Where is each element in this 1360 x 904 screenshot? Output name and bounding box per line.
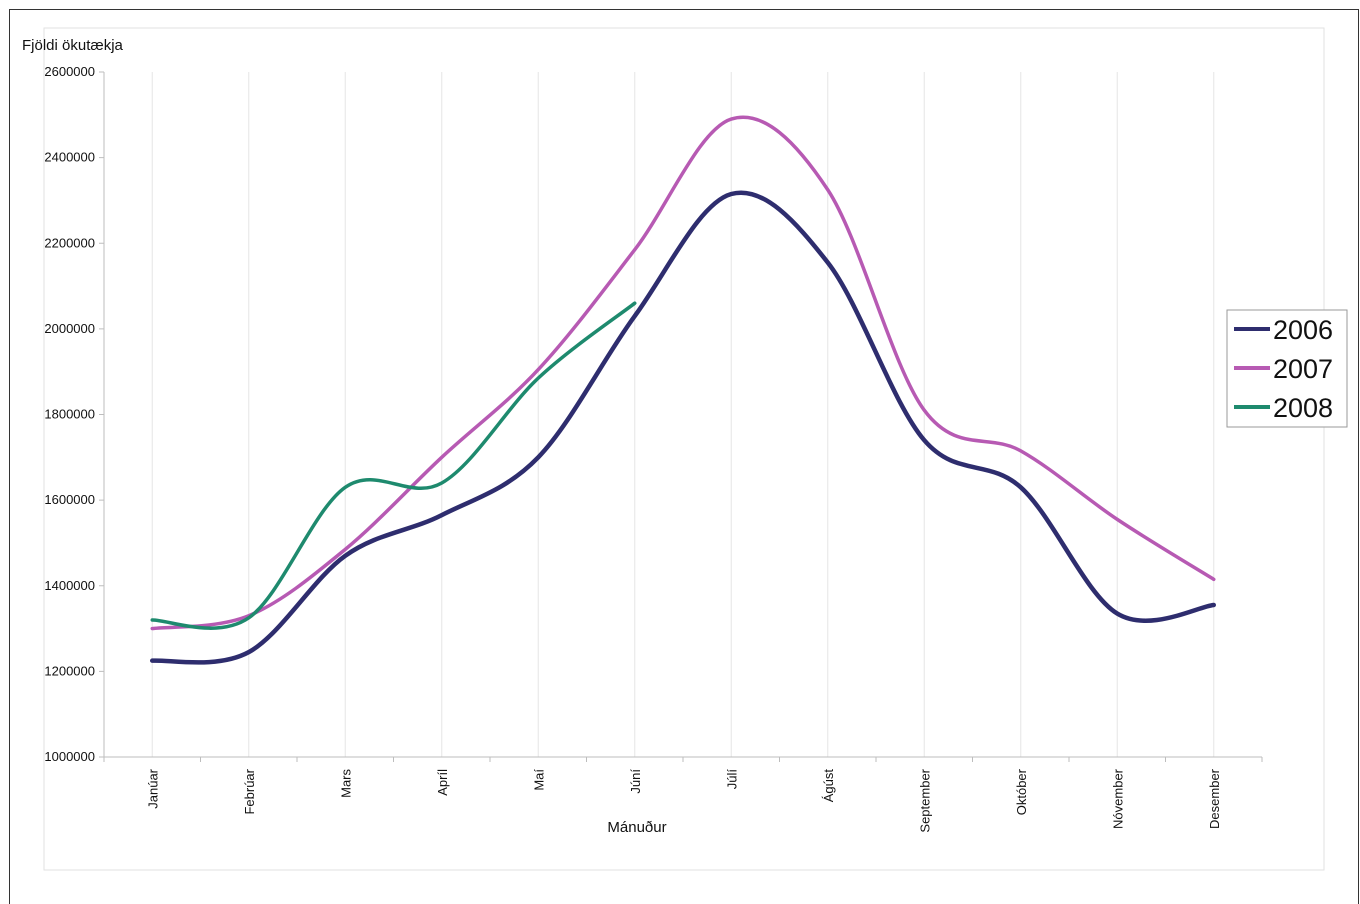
legend-label-2007: 2007 xyxy=(1273,354,1333,384)
legend-label-2008: 2008 xyxy=(1273,393,1333,423)
chart-frame xyxy=(9,9,1359,904)
legend-label-2006: 2006 xyxy=(1273,315,1333,345)
y-tick-label-1: 1200000 xyxy=(44,663,95,678)
y-tick-label-0: 1000000 xyxy=(44,749,95,764)
grid-lines xyxy=(151,72,1215,757)
series-line-2007 xyxy=(150,115,1216,631)
x-tick-label-4: Maí xyxy=(531,769,546,791)
x-tick-label-10: Nóvember xyxy=(1110,768,1125,829)
chart-area-border xyxy=(43,27,1325,871)
x-tick-label-0: Janúar xyxy=(145,768,160,808)
x-tick-label-2: Mars xyxy=(338,769,353,798)
y-tick-label-3: 1600000 xyxy=(44,492,95,507)
x-tick-label-9: Október xyxy=(1014,768,1029,815)
series-lines xyxy=(150,115,1216,665)
y-tick-label-6: 2200000 xyxy=(44,235,95,250)
x-tick-label-8: September xyxy=(917,768,932,832)
x-axis-title: Mánuður xyxy=(607,819,666,836)
plot-area xyxy=(43,27,1325,871)
x-tick-label-5: Júní xyxy=(628,769,643,794)
y-tick-label-2: 1400000 xyxy=(44,578,95,593)
legend: 2006 2007 2008 xyxy=(1226,309,1348,428)
y-tick-label-7: 2400000 xyxy=(44,150,95,165)
y-axis-title: Fjöldi ökutækja xyxy=(22,37,124,54)
series-line-2008 xyxy=(150,301,637,630)
y-tick-label-4: 1800000 xyxy=(44,407,95,422)
y-tick-label-5: 2000000 xyxy=(44,321,95,336)
y-tick-label-8: 2600000 xyxy=(44,64,95,79)
x-tick-label-7: Ágúst xyxy=(821,769,836,803)
x-axis-ticks: Janúar Febrúar Mars Apríl Maí Júní Júlí Ágúst Se… xyxy=(103,757,1263,833)
series-line-2006 xyxy=(150,190,1216,665)
x-tick-label-1: Febrúar xyxy=(242,768,257,814)
x-tick-label-3: Apríl xyxy=(435,769,450,796)
x-tick-label-11: Desember xyxy=(1207,768,1222,829)
x-tick-label-6: Júlí xyxy=(724,769,739,790)
y-axis-ticks: 1000000 1200000 1400000 1600000 1800000 20000… xyxy=(44,64,104,764)
